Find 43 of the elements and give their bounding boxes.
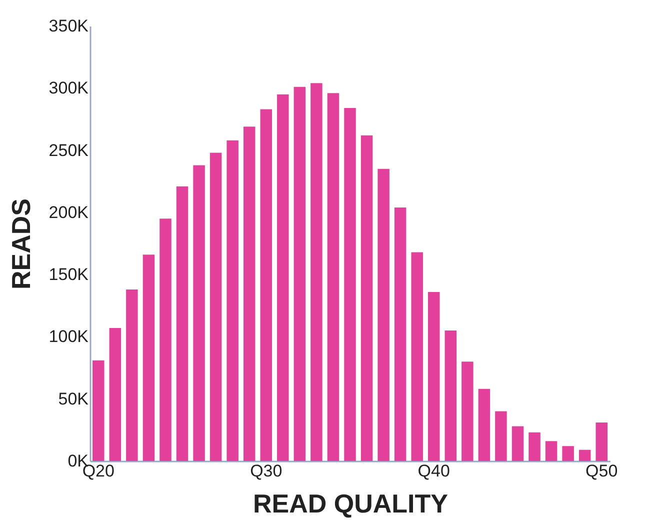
- bar: [578, 450, 591, 461]
- bar: [310, 83, 322, 461]
- y-tick-label: 200K: [48, 202, 90, 222]
- bar: [411, 252, 423, 461]
- bar: [193, 165, 205, 461]
- bar: [243, 126, 256, 461]
- x-tick-label: Q40: [418, 462, 450, 480]
- bar: [210, 152, 222, 461]
- y-tick-label: 300K: [48, 78, 90, 98]
- x-axis-title: READ QUALITY: [253, 488, 448, 518]
- bar: [444, 330, 457, 461]
- bar: [478, 388, 490, 461]
- bar: [528, 432, 540, 461]
- bar: [92, 360, 104, 461]
- y-axis-title: READS: [6, 198, 36, 290]
- bar: [378, 168, 390, 461]
- bar: [360, 135, 373, 461]
- bar: [142, 254, 155, 461]
- y-tick-label: 50K: [58, 389, 90, 408]
- bar: [512, 426, 524, 461]
- y-tick-label: 100K: [48, 327, 90, 346]
- y-tick-label: 350K: [48, 16, 90, 36]
- bar: [545, 441, 558, 461]
- bar: [428, 292, 440, 461]
- bar: [327, 93, 340, 461]
- bar: [260, 109, 272, 461]
- bar: [294, 86, 306, 461]
- bar: [176, 186, 188, 461]
- bar: [394, 207, 406, 461]
- bar: [160, 218, 172, 461]
- y-tick-label: 250K: [48, 140, 90, 160]
- y-tick-label: 150K: [48, 265, 90, 284]
- bar: [126, 289, 138, 461]
- bar: [109, 328, 122, 461]
- bar: [344, 108, 356, 461]
- x-tick-label: Q30: [250, 462, 282, 480]
- x-tick-label: Q50: [586, 462, 618, 480]
- bar: [596, 422, 608, 461]
- bar: [277, 94, 289, 461]
- bar: [495, 411, 507, 461]
- bar: [226, 140, 238, 461]
- bar: [462, 362, 474, 461]
- bar: [562, 446, 574, 461]
